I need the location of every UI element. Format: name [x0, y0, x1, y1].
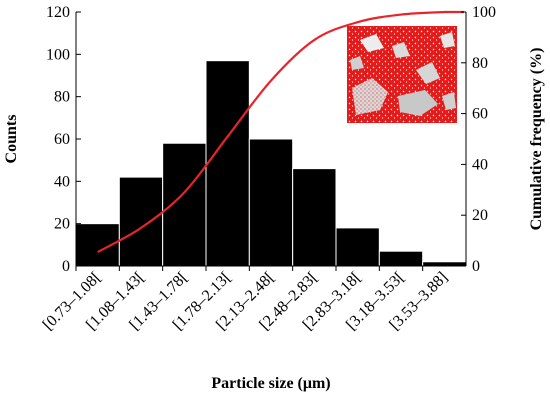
y-tick-label: 100 — [46, 46, 70, 63]
bars-layer — [75, 60, 467, 267]
y-tick-label: 40 — [54, 173, 70, 190]
y2-tick-label: 20 — [472, 207, 488, 224]
y-tick-label: 80 — [54, 89, 70, 106]
y-tick-label: 120 — [46, 4, 70, 21]
y2-tick-label: 100 — [472, 4, 496, 21]
y2-tick-label: 80 — [472, 55, 488, 72]
bar-7 — [378, 250, 424, 267]
bar-1 — [118, 176, 164, 267]
particle-image-inset — [347, 26, 457, 123]
cumulative-line-layer — [97, 10, 464, 253]
bar-5 — [292, 168, 337, 267]
y-tick-label: 60 — [54, 131, 70, 148]
bar-6 — [335, 227, 380, 267]
bar-4 — [248, 138, 294, 267]
bar-8 — [422, 261, 467, 267]
y-tick-label: 0 — [62, 258, 70, 275]
y2-tick-label: 60 — [472, 106, 488, 123]
bar-2 — [162, 142, 207, 267]
y2-tick-label: 0 — [472, 258, 480, 275]
cumulative-frequency-line — [97, 10, 464, 253]
bar-3 — [205, 60, 250, 267]
y2-tick-label: 40 — [472, 156, 488, 173]
y2-axis-title: Cumulative frequency (%) — [528, 48, 545, 231]
y-tick-label: 20 — [54, 216, 70, 233]
y-axis-title: Counts — [3, 115, 20, 164]
x-axis-title: Particle size (μm) — [211, 375, 330, 392]
